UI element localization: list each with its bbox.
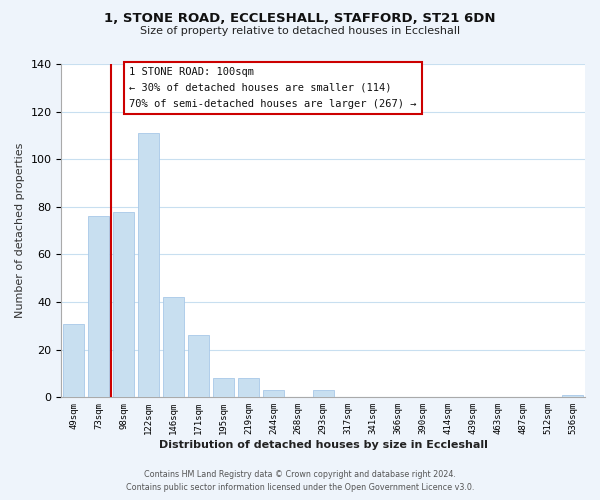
Y-axis label: Number of detached properties: Number of detached properties — [15, 143, 25, 318]
Bar — [562, 395, 583, 398]
Text: Contains HM Land Registry data © Crown copyright and database right 2024.
Contai: Contains HM Land Registry data © Crown c… — [126, 470, 474, 492]
Bar — [113, 212, 134, 398]
Text: 1 STONE ROAD: 100sqm
← 30% of detached houses are smaller (114)
70% of semi-deta: 1 STONE ROAD: 100sqm ← 30% of detached h… — [130, 68, 417, 108]
Bar — [63, 324, 85, 398]
Text: Size of property relative to detached houses in Eccleshall: Size of property relative to detached ho… — [140, 26, 460, 36]
Bar — [188, 336, 209, 398]
Bar — [238, 378, 259, 398]
Bar — [88, 216, 109, 398]
Bar — [263, 390, 284, 398]
Bar — [213, 378, 234, 398]
Bar — [138, 133, 159, 398]
Bar — [163, 298, 184, 398]
X-axis label: Distribution of detached houses by size in Eccleshall: Distribution of detached houses by size … — [159, 440, 488, 450]
Text: 1, STONE ROAD, ECCLESHALL, STAFFORD, ST21 6DN: 1, STONE ROAD, ECCLESHALL, STAFFORD, ST2… — [104, 12, 496, 26]
Bar — [313, 390, 334, 398]
